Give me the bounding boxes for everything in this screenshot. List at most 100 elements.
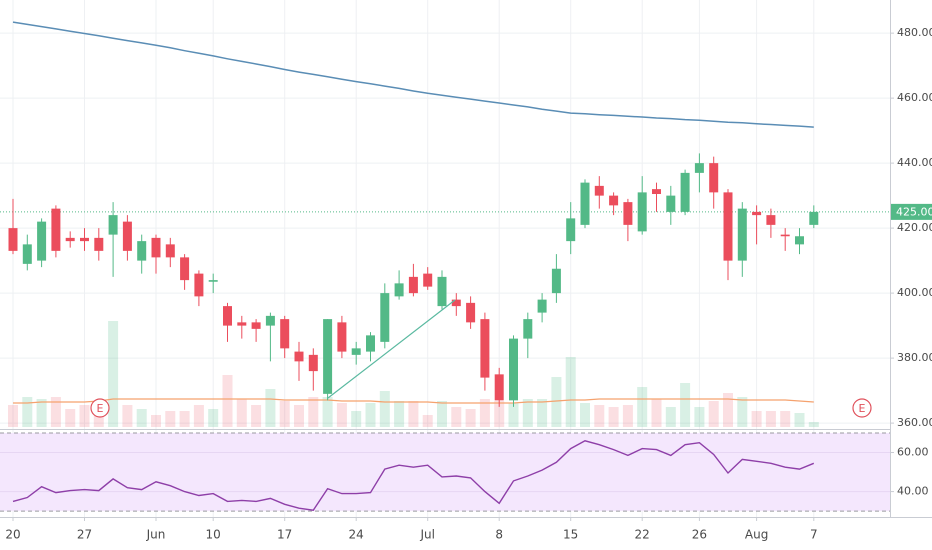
volume-bar <box>136 409 147 427</box>
candle-body <box>566 218 576 242</box>
volume-bar <box>508 403 519 427</box>
candle-body <box>723 192 733 261</box>
candle-body <box>752 211 762 216</box>
candle-body <box>680 172 690 212</box>
candle-body <box>208 280 218 282</box>
volume-bar <box>322 397 333 427</box>
volume-bar <box>50 397 61 427</box>
volume-bar <box>494 401 505 427</box>
volume-bar <box>365 403 376 427</box>
candle-body <box>623 202 633 225</box>
rsi-line <box>12 440 815 511</box>
volume-bar <box>651 399 662 427</box>
volume-bar <box>79 405 90 427</box>
x-tick-label: 7 <box>810 528 818 542</box>
volume-bar <box>394 401 405 427</box>
candle-body <box>480 319 490 378</box>
earnings-label: E <box>859 402 866 415</box>
x-tick-label: 26 <box>692 528 707 542</box>
last-price-box <box>891 203 932 220</box>
earnings-circle <box>852 398 872 418</box>
candle-body <box>451 299 461 307</box>
x-tick-label: Aug <box>745 528 768 542</box>
volume-bar <box>193 405 204 427</box>
volume-bar <box>608 407 619 427</box>
candle-body <box>380 293 390 342</box>
candle-body <box>237 322 247 326</box>
volume-bar <box>179 411 190 427</box>
x-tick-label: 10 <box>206 528 221 542</box>
volume-bar <box>165 411 176 427</box>
volume-bar <box>236 399 247 427</box>
candle-body <box>523 319 533 339</box>
volume-moving-average <box>13 398 814 404</box>
volume-bar <box>451 407 462 427</box>
candle-body <box>423 273 433 287</box>
y-tick-label: 400.00 <box>897 286 932 299</box>
trend-line-drawing <box>327 299 456 399</box>
volume-bar <box>751 411 762 427</box>
candle-body <box>551 268 561 294</box>
candle-body <box>151 237 161 258</box>
volume-bar <box>108 321 119 427</box>
volume-bar <box>36 399 47 427</box>
y-tick-label: 420.00 <box>897 221 932 234</box>
y-tick-label: 380.00 <box>897 351 932 364</box>
candle-body <box>437 276 447 307</box>
volume-bar <box>594 405 605 427</box>
candle-body <box>694 163 704 173</box>
volume-bar <box>737 397 748 427</box>
candle-body <box>394 283 404 297</box>
y-tick-label: 60.00 <box>897 446 929 459</box>
volume-bar <box>351 411 362 427</box>
volume-bar <box>479 399 490 427</box>
candle-body <box>37 221 47 261</box>
candle-body <box>408 276 418 294</box>
candle-body <box>366 335 375 352</box>
volume-bar <box>551 377 562 427</box>
volume-bar <box>780 411 791 427</box>
earnings-circle <box>90 398 110 418</box>
candle-body <box>509 338 518 401</box>
candle-body <box>609 195 619 206</box>
candle-body <box>795 236 804 245</box>
volume-bar <box>723 393 733 427</box>
volume-bar <box>637 387 648 427</box>
rsi-band <box>0 432 890 512</box>
volume-bar <box>336 403 347 427</box>
y-tick-label: 440.00 <box>897 156 932 169</box>
volume-bar <box>265 389 276 427</box>
x-tick-label: 27 <box>77 528 92 542</box>
candle-body <box>108 215 118 235</box>
candle-body <box>337 322 347 352</box>
x-tick-label: 8 <box>495 528 503 542</box>
volume-bar <box>465 409 476 427</box>
volume-bar <box>565 357 576 427</box>
volume-bar <box>437 401 447 427</box>
volume-bar <box>622 405 633 427</box>
volume-bar <box>151 415 161 427</box>
x-tick-label: Jul <box>419 528 434 542</box>
volume-bar <box>22 397 33 427</box>
candle-body <box>766 215 776 225</box>
earnings-marker: E <box>90 398 110 418</box>
volume-bar <box>222 375 233 427</box>
volume-bar <box>680 383 691 427</box>
candle-body <box>137 241 147 261</box>
candle-body <box>194 273 204 297</box>
volume-bar <box>65 409 76 427</box>
volume-bar <box>708 401 719 427</box>
candle-body <box>265 315 275 326</box>
volume-bar <box>580 403 590 427</box>
candle-body <box>323 319 333 394</box>
candle-body <box>80 237 89 242</box>
candle-body <box>780 234 790 237</box>
volume-bar <box>251 405 262 427</box>
candle-body <box>809 211 819 225</box>
moving-average <box>12 21 814 128</box>
volume-bar <box>279 401 290 427</box>
candle-body <box>594 185 604 196</box>
candle-body <box>308 354 318 372</box>
